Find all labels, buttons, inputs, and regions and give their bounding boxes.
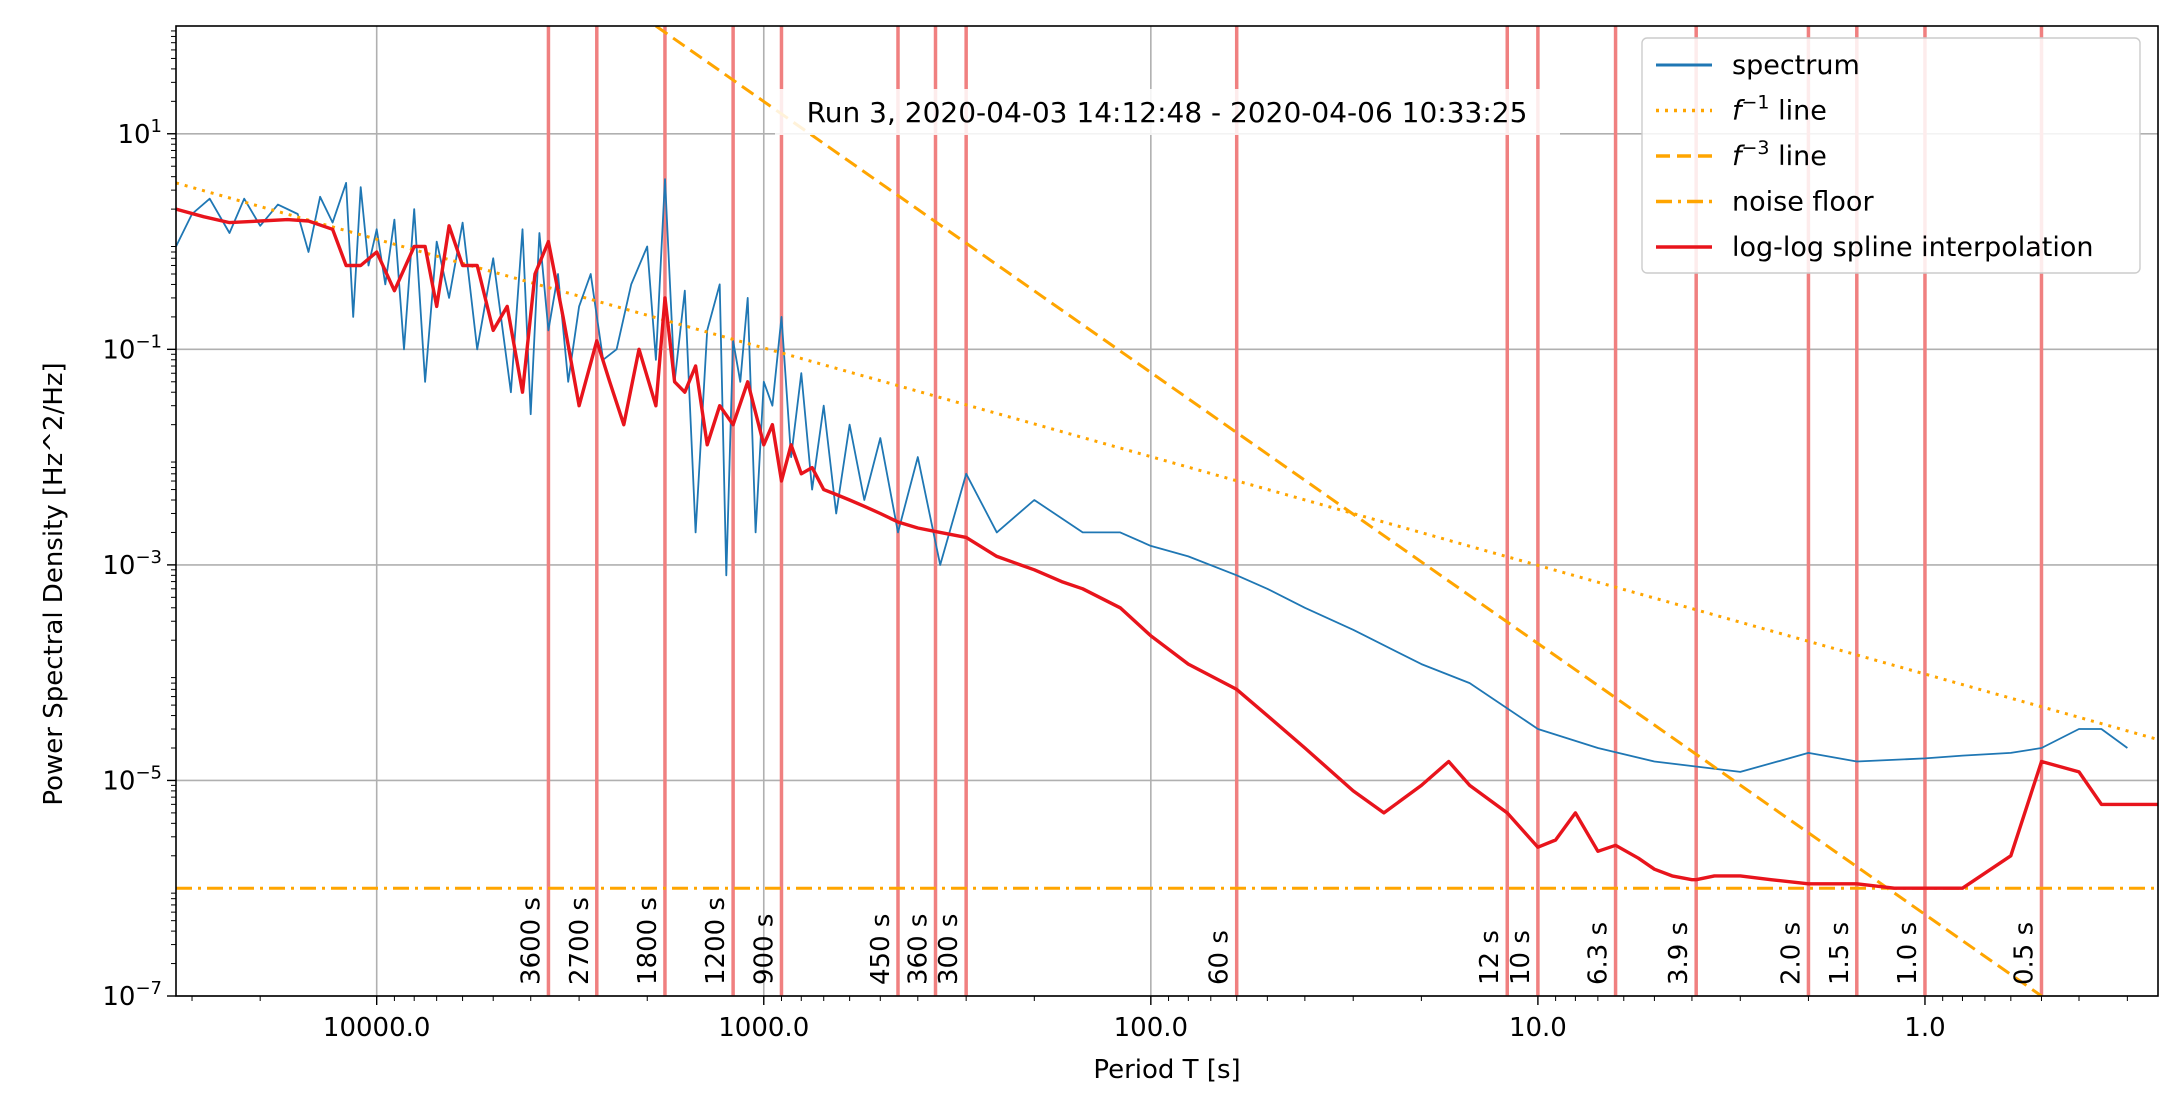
period-marker-label: 12 s: [1475, 930, 1505, 985]
series-line-0: [176, 178, 2128, 773]
period-marker-label: 10 s: [1506, 930, 1536, 985]
x-tick-label: 10000.0: [323, 1013, 431, 1043]
x-tick-label: 100.0: [1114, 1013, 1188, 1043]
period-marker-label: 1200 s: [701, 897, 731, 985]
period-marker-label: 300 s: [934, 914, 964, 985]
period-marker-label: 450 s: [866, 914, 896, 985]
series-line-1: [176, 181, 2158, 741]
series-line-2: [655, 26, 2043, 996]
period-marker-label: 900 s: [749, 914, 779, 985]
period-marker-label: 3.9 s: [1664, 922, 1694, 985]
axes: 10000.0 1000.0 100.0 10.0 1.0 10−7 10−5 10−3 10−…: [102, 25, 2159, 1043]
y-tick-label: 10−3: [102, 547, 162, 581]
period-marker-label: 3600 s: [516, 897, 546, 985]
y-tick-label: 10−1: [102, 331, 162, 365]
legend-label-2: f−3 line: [1732, 137, 1827, 172]
minor-ticks: [171, 30, 2128, 1001]
legend-box: [1641, 37, 2141, 274]
legend-label-4: log-log spline interpolation: [1732, 232, 2094, 263]
legend-label-3: noise floor: [1732, 187, 1874, 218]
plot-area: [176, 26, 2158, 996]
period-marker-label: 2.0 s: [1776, 922, 1806, 985]
period-marker-label: 60 s: [1205, 930, 1235, 985]
y-tick-label: 10−5: [102, 762, 162, 796]
x-axis-label: Period T [s]: [1093, 1055, 1240, 1085]
x-tick-label: 10.0: [1509, 1013, 1567, 1043]
series-line-4: [176, 207, 2158, 890]
x-tick-label: 1000.0: [718, 1013, 809, 1043]
chart-title-background: [775, 89, 1560, 135]
period-marker-label: 6.3 s: [1584, 922, 1614, 985]
period-marker-label: 0.5 s: [2009, 922, 2039, 985]
period-marker-label: 2700 s: [565, 897, 595, 985]
axes-frame: [175, 25, 2159, 997]
legend-label-1: f−1 line: [1732, 92, 1827, 127]
period-marker-label: 360 s: [904, 914, 934, 985]
legend-label-0: spectrum: [1732, 50, 1860, 81]
y-tick-label: 101: [117, 116, 162, 150]
period-marker-label: 1.5 s: [1825, 922, 1855, 985]
chart-title-group: Run 3, 2020-04-03 14:12:48 - 2020-04-06 …: [775, 89, 1560, 135]
x-tick-label: 1.0: [1904, 1013, 1945, 1043]
period-marker-label: 1.0 s: [1893, 922, 1923, 985]
period-marker-label: 1800 s: [633, 897, 663, 985]
chart-title: Run 3, 2020-04-03 14:12:48 - 2020-04-06 …: [807, 96, 1528, 129]
legend: spectrum f−1 line f−3 line noise floor log-l…: [1641, 37, 2141, 274]
y-axis-label: Power Spectral Density [Hz^2/Hz]: [39, 362, 69, 805]
y-tick-label: 10−7: [102, 978, 162, 1012]
